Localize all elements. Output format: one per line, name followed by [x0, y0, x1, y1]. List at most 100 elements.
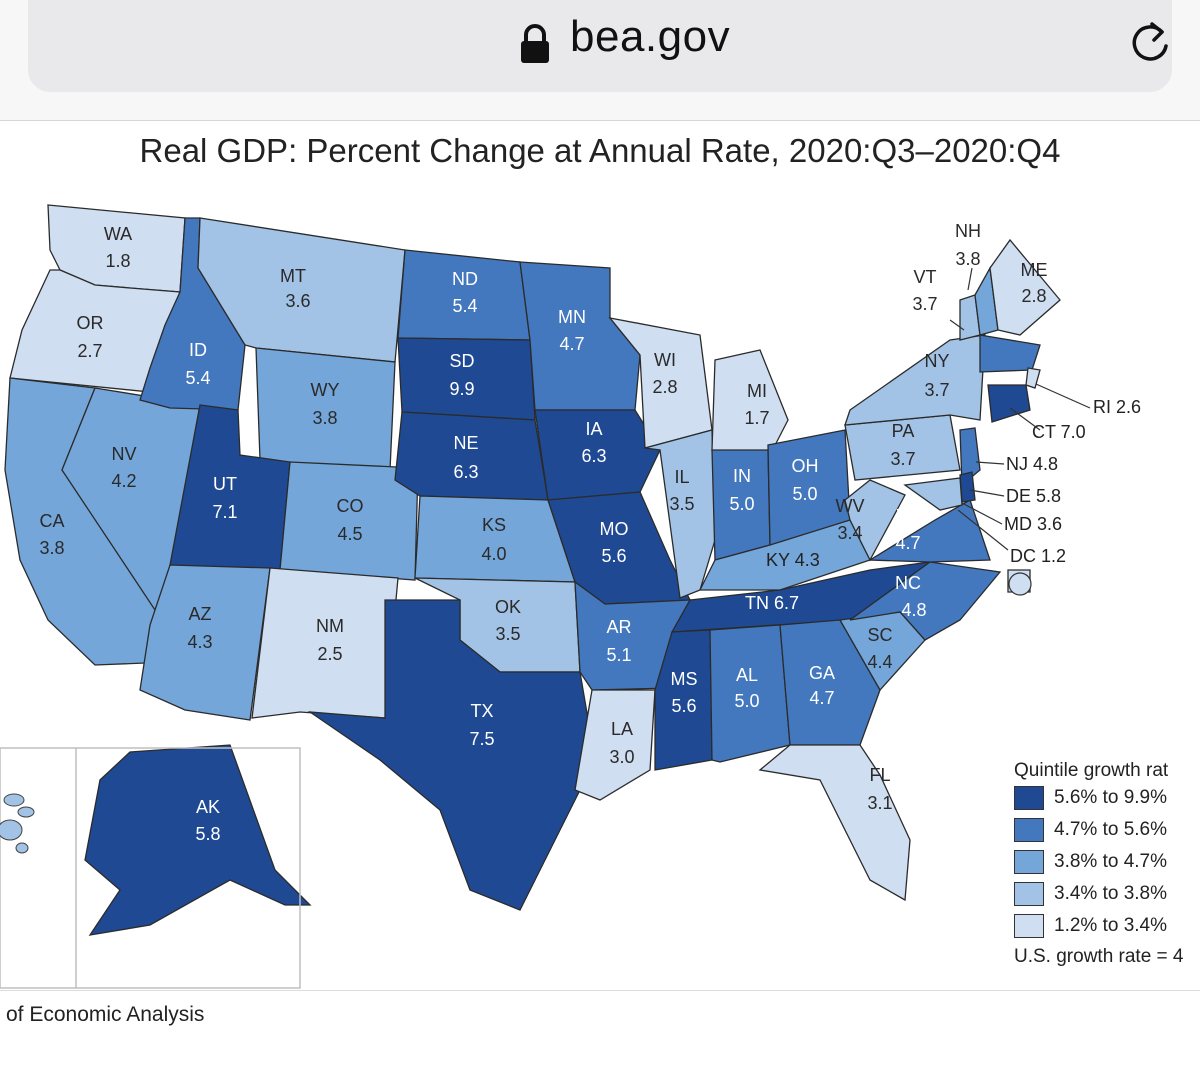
state-fl: [758, 744, 911, 902]
state-value-az: 4.3: [187, 632, 212, 652]
state-abbr-ne: NE: [453, 433, 478, 453]
state-ne: [394, 411, 549, 501]
state-value-me: 2.8: [1021, 286, 1046, 306]
state-abbr-ia: IA: [585, 419, 602, 439]
state-abbr-ar: AR: [606, 617, 631, 637]
state-value-wi: 2.8: [652, 377, 677, 397]
state-value-al: 5.0: [734, 691, 759, 711]
state-callout-ct: CT 7.0: [1032, 422, 1086, 442]
address-bar[interactable]: bea.gov: [28, 0, 1172, 92]
state-abbr-il: IL: [674, 467, 689, 487]
state-abbr-nv: NV: [111, 444, 136, 464]
us-choropleth-map: WA 1.8 OR 2.7 CA 3.8 NV 4.2 ID 5.4 MT 3.6 WY 3.8 UT 7.1…: [0, 204, 1141, 989]
state-value-or: 2.7: [77, 341, 102, 361]
state-al: [709, 624, 791, 763]
state-callout-md: MD 3.6: [1004, 514, 1062, 534]
state-callout-ri: RI 2.6: [1093, 397, 1141, 417]
state-value-wa: 1.8: [105, 251, 130, 271]
state-value-fl: 3.1: [867, 793, 892, 813]
leader-line-de: [969, 489, 1005, 497]
state-abbr-sc: SC: [867, 625, 892, 645]
legend-item: 1.2% to 3.4%: [1014, 914, 1167, 938]
map-title: Real GDP: Percent Change at Annual Rate,…: [139, 132, 1061, 169]
state-abbr-ms: MS: [671, 669, 698, 689]
lock-icon: [521, 24, 549, 63]
legend-footer: U.S. growth rate = 4: [1014, 946, 1184, 967]
state-abbr-vt: VT: [913, 267, 936, 287]
state-abbr-wa: WA: [104, 224, 132, 244]
state-value-nm: 2.5: [317, 644, 342, 664]
state-ia: [534, 409, 661, 501]
state-abbr-wv: WV: [836, 496, 865, 516]
dc-marker: [1008, 572, 1032, 596]
state-value-ma: 4.7: [1085, 351, 1110, 371]
state-mi: [711, 349, 789, 456]
state-abbr-sd: SD: [449, 351, 474, 371]
state-value-mi: 1.7: [744, 408, 769, 428]
state-value-ks: 4.0: [481, 544, 506, 564]
state-value-in: 5.0: [729, 494, 754, 514]
state-ma: [979, 334, 1041, 373]
legend-swatch: [1014, 850, 1044, 874]
state-abbr-fl: FL: [869, 765, 890, 785]
state-md: [903, 477, 963, 511]
legend-label: 3.4% to 3.8%: [1054, 883, 1168, 905]
legend-label: 1.2% to 3.4%: [1054, 915, 1168, 937]
state-abbr-la: LA: [611, 719, 633, 739]
state-value-ms: 5.6: [671, 696, 696, 716]
state-value-la: 3.0: [609, 747, 634, 767]
state-abbr-ok: OK: [495, 597, 521, 617]
state-value-oh: 5.0: [792, 484, 817, 504]
state-abbr-tx: TX: [470, 701, 493, 721]
state-callout-de: DE 5.8: [1006, 486, 1061, 506]
legend-item: 4.7% to 5.6%: [1014, 818, 1167, 842]
legend-item: 5.6% to 9.9%: [1014, 786, 1167, 810]
state-callout-dc: DC 1.2: [1010, 546, 1066, 566]
state-value-mn: 4.7: [559, 334, 584, 354]
state-ny: [844, 334, 986, 426]
state-la: [574, 689, 656, 801]
state-abbr-co: CO: [337, 496, 364, 516]
state-value-mo: 5.6: [601, 546, 626, 566]
url-text[interactable]: bea.gov: [570, 12, 731, 61]
state-mn: [519, 261, 641, 411]
reload-icon[interactable]: [1126, 18, 1174, 66]
state-value-id: 5.4: [185, 368, 210, 388]
legend-label: 3.8% to 4.7%: [1054, 851, 1168, 873]
state-nm: [251, 567, 399, 719]
state-value-pa: 3.7: [890, 449, 915, 469]
state-value-ia: 6.3: [581, 446, 606, 466]
state-nj: [959, 427, 981, 487]
state-value-wv: 3.4: [837, 523, 862, 543]
state-value-nv: 4.2: [111, 471, 136, 491]
state-abbr-in: IN: [733, 466, 751, 486]
state-va: [867, 499, 991, 563]
hawaii-island: [15, 842, 29, 854]
state-value-va: 4.7: [895, 533, 920, 553]
state-abbr-me: ME: [1021, 260, 1048, 280]
state-abbr-id: ID: [189, 340, 207, 360]
state-ct: [987, 384, 1031, 423]
state-abbr-oh: OH: [792, 456, 819, 476]
label-layer: WA 1.8 OR 2.7 CA 3.8 NV 4.2 ID 5.4 MT 3.6 WY 3.8 UT 7.1…: [39, 221, 1141, 844]
state-value-ny: 3.7: [924, 380, 949, 400]
state-co: [279, 461, 419, 581]
state-value-ne: 6.3: [453, 462, 478, 482]
state-value-co: 4.5: [337, 524, 362, 544]
state-value-ca: 3.8: [39, 538, 64, 558]
state-ga: [779, 619, 881, 746]
state-abbr-ut: UT: [213, 474, 237, 494]
state-value-sd: 9.9: [449, 379, 474, 399]
state-tx: [307, 599, 596, 911]
state-value-ok: 3.5: [495, 624, 520, 644]
leader-line-dc: [957, 509, 1009, 551]
state-abbr-mt: MT: [280, 266, 306, 286]
state-abbr-mi: MI: [747, 381, 767, 401]
state-de: [959, 471, 976, 503]
legend-label: 4.7% to 5.6%: [1054, 819, 1168, 841]
state-me: [989, 238, 1061, 336]
leader-line-ct: [1009, 407, 1041, 431]
decoration-layer: [0, 267, 1091, 989]
hawaii-island: [3, 793, 25, 807]
state-abbr-mn: MN: [558, 307, 586, 327]
